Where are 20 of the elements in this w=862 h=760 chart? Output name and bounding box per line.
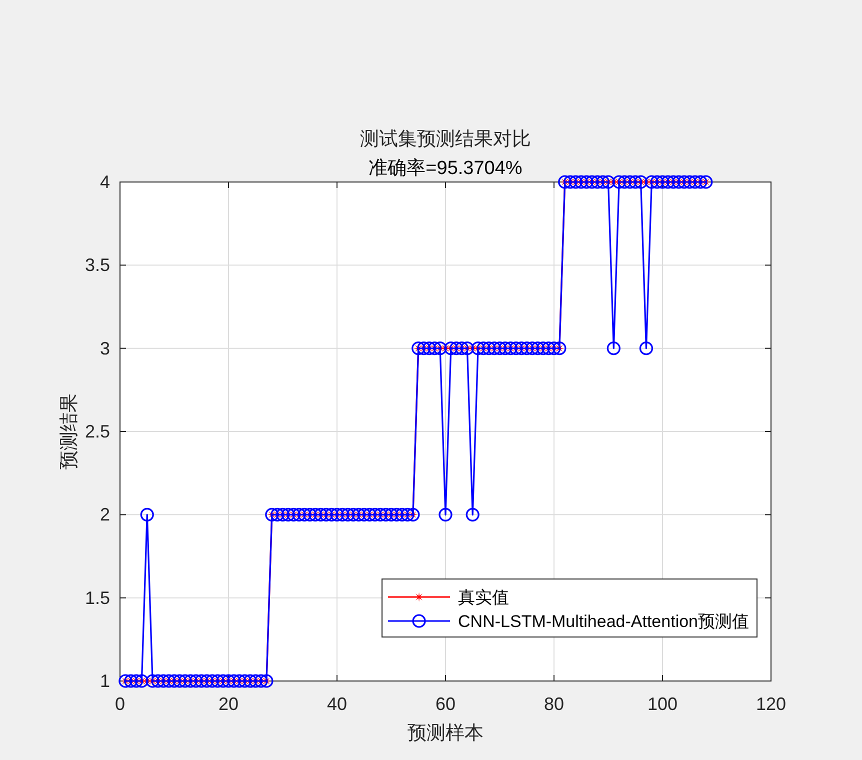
x-axis-title: 预测样本 [408,723,484,744]
chart-subtitle: 准确率=95.3704% [368,157,522,179]
x-tick-label: 120 [756,694,786,714]
x-tick-label: 60 [435,694,456,714]
legend-label: CNN-LSTM-Multihead-Attention预测值 [458,612,749,631]
x-tick-label: 0 [114,694,126,714]
y-tick-label: 1.5 [84,588,110,608]
y-tick-label: 3 [100,338,110,358]
x-tick-label: 20 [218,694,239,714]
y-tick-label: 1 [100,671,110,691]
y-tick-label: 4 [100,172,110,192]
x-tick-label: 40 [326,694,348,714]
chart-title: 测试集预测结果对比 [360,129,531,150]
x-tick-label: 80 [544,694,564,714]
y-tick-label: 2.5 [84,422,110,442]
legend-label: 真实值 [458,588,510,607]
y-tick-label: 3.5 [84,255,110,276]
x-tick-label: 100 [647,694,678,714]
y-axis-title: 预测结果 [59,394,80,470]
y-tick-label: 2 [100,504,110,525]
